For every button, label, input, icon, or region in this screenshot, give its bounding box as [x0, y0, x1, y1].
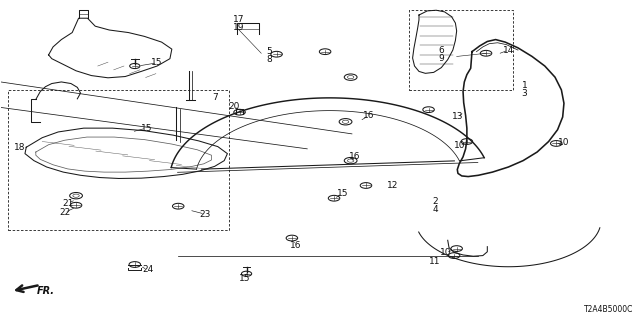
Text: 10: 10 — [558, 138, 570, 147]
Text: 3: 3 — [522, 89, 527, 98]
Text: 13: 13 — [452, 113, 463, 122]
Text: FR.: FR. — [37, 286, 55, 296]
Text: 14: 14 — [502, 45, 514, 55]
Text: 19: 19 — [233, 23, 244, 32]
Text: 23: 23 — [200, 210, 211, 219]
Text: 22: 22 — [59, 208, 70, 217]
Text: 16: 16 — [349, 152, 361, 161]
Text: 5: 5 — [266, 47, 272, 56]
Text: 7: 7 — [212, 93, 218, 102]
Text: 15: 15 — [152, 58, 163, 67]
Text: 8: 8 — [266, 54, 272, 63]
Text: 24: 24 — [142, 265, 153, 275]
Text: 18: 18 — [14, 143, 26, 152]
Text: 16: 16 — [364, 111, 375, 120]
Text: 2: 2 — [432, 197, 438, 206]
Text: T2A4B5000C: T2A4B5000C — [584, 305, 633, 314]
Text: 10: 10 — [440, 248, 452, 257]
Text: 6: 6 — [438, 45, 444, 55]
Text: 11: 11 — [429, 257, 441, 266]
Text: 1: 1 — [522, 81, 527, 90]
Text: 17: 17 — [233, 15, 244, 24]
Text: 16: 16 — [290, 241, 301, 250]
Text: 9: 9 — [438, 53, 444, 62]
Text: 21: 21 — [62, 198, 74, 207]
Text: 15: 15 — [239, 274, 250, 283]
Text: 12: 12 — [387, 181, 398, 190]
Text: 10: 10 — [454, 141, 465, 150]
Text: 15: 15 — [337, 189, 348, 198]
Text: 20: 20 — [228, 102, 239, 111]
Text: 4: 4 — [432, 205, 438, 214]
Text: 15: 15 — [141, 124, 152, 132]
